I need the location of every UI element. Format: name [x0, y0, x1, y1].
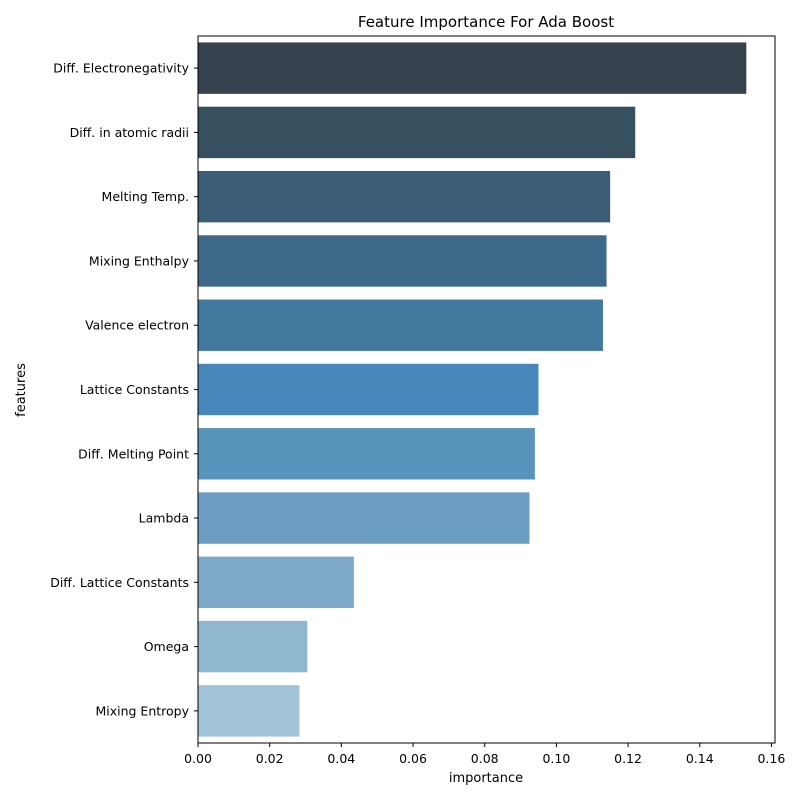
bar-8	[198, 556, 354, 609]
y-tick-label: Diff. Melting Point	[78, 446, 189, 461]
plot-frame	[197, 35, 776, 744]
bar-0	[198, 42, 747, 94]
bar-9	[198, 620, 308, 673]
y-tick-label: Melting Temp.	[102, 189, 189, 204]
chart-title: Feature Importance For Ada Boost	[358, 13, 614, 31]
y-tick-label: Lambda	[139, 511, 189, 526]
y-tick-label: Mixing Enthalpy	[89, 253, 190, 268]
bar-10	[198, 685, 300, 737]
x-tick-label: 0.08	[471, 751, 499, 766]
x-tick-label: 0.10	[542, 751, 570, 766]
y-tick-label: Diff. in atomic radii	[70, 125, 189, 140]
bars-group	[198, 42, 747, 737]
y-tick-label: Mixing Entropy	[95, 703, 189, 718]
bar-1	[198, 106, 636, 159]
bar-6	[198, 428, 535, 480]
x-ticks: 0.00 0.02 0.04 0.06 0.08 0.10 0.12 0.14 0.16	[184, 743, 785, 766]
y-tick-label: Lattice Constants	[80, 382, 189, 397]
bar-4	[198, 299, 603, 351]
x-tick-label: 0.04	[327, 751, 355, 766]
y-tick-labels: Diff. Electronegativity Diff. in atomic r…	[50, 61, 198, 718]
y-axis-label: features	[14, 363, 29, 417]
x-tick-label: 0.02	[256, 751, 284, 766]
x-tick-label: 0.00	[184, 751, 212, 766]
bar-2	[198, 170, 611, 223]
y-tick-label: Diff. Electronegativity	[53, 61, 189, 76]
bar-7	[198, 492, 530, 544]
bar-3	[198, 235, 607, 287]
x-tick-label: 0.06	[399, 751, 427, 766]
x-tick-label: 0.16	[757, 751, 785, 766]
y-tick-label: Omega	[144, 639, 189, 654]
y-tick-label: Diff. Lattice Constants	[50, 575, 189, 590]
x-tick-label: 0.12	[614, 751, 642, 766]
x-axis-label: importance	[449, 771, 523, 786]
bar-5	[198, 363, 539, 416]
y-tick-label: Valence electron	[85, 318, 189, 333]
x-tick-label: 0.14	[686, 751, 714, 766]
